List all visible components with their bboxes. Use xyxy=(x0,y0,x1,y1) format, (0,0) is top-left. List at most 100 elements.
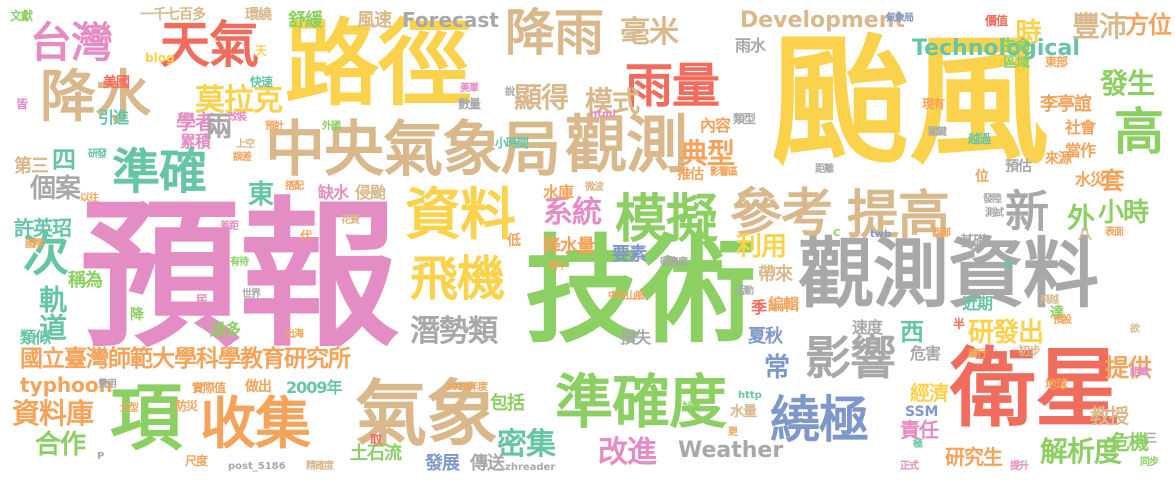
word-error: 誤差 xyxy=(233,152,252,163)
word-item: 項 xyxy=(110,376,182,460)
word-source: 來源 xyxy=(1045,151,1072,167)
word-society: 社會 xyxy=(1065,118,1096,137)
word-economy: 經濟 xyxy=(910,381,949,405)
word-professor: 教授 xyxy=(1090,404,1129,428)
word-zhreader: zhreader xyxy=(505,462,556,473)
word-world: 世界 xyxy=(242,289,261,300)
word-meteorology: 氣象 xyxy=(355,372,498,456)
word-html: html xyxy=(590,109,616,120)
word-fast: 快速 xyxy=(250,75,273,89)
word-landfall: 發陸 xyxy=(983,194,1002,205)
word-blog: blog xyxy=(145,51,175,65)
word-actual-value: 實際值 xyxy=(192,381,226,395)
word-ssm: SSM xyxy=(905,404,939,420)
word-cross: 越過 xyxy=(968,132,991,146)
word-two: 兩 xyxy=(205,110,233,143)
word-1700: 一千七百多 xyxy=(140,7,206,23)
word-recent: 近期 xyxy=(962,294,993,313)
word-rain-volume: 降水量 xyxy=(543,236,595,257)
word-speed: 速度 xyxy=(852,318,883,337)
word-outside: 外 xyxy=(1063,203,1096,231)
word-organization: 組織 xyxy=(1130,367,1149,378)
word-satellite: 衛星 xyxy=(950,339,1121,439)
word-observation-data: 觀測資料 xyxy=(798,229,1099,318)
word-third: 第三 xyxy=(14,156,49,177)
word-model: 模式 xyxy=(585,85,640,118)
word-accumulate: 累積 xyxy=(180,132,211,151)
word-enhance: 提升 xyxy=(1010,461,1029,472)
word-factor: 要素 xyxy=(612,244,647,265)
word-data: 資料 xyxy=(405,183,516,248)
word-predict: 預估 xyxy=(1005,159,1032,175)
word-small-time: 小時間 xyxy=(495,136,529,150)
word-cooperate: 合作 xyxy=(35,430,86,460)
word-more: 更 xyxy=(728,427,738,438)
word-cost: 花費 xyxy=(341,215,360,226)
word-low: 低 xyxy=(507,233,521,249)
word-cwb-short: 氣象局 xyxy=(886,13,914,24)
word-development: Development xyxy=(740,8,905,33)
word-crisis: 危機 xyxy=(1110,430,1149,454)
word-developed: 研發出 xyxy=(968,318,1044,348)
word-reservoir: 水庫 xyxy=(543,183,574,202)
word-rainwater: 雨水 xyxy=(735,36,766,55)
word-three: 三 xyxy=(1145,431,1157,445)
word-west-part: 西部 xyxy=(932,228,951,239)
word-responsibility: 責任 xyxy=(900,418,939,442)
word-desire: 欲 xyxy=(1130,324,1140,335)
word-aircraft: 飛機 xyxy=(410,251,505,307)
word-eight: 八 xyxy=(1078,227,1092,243)
word-path: 路徑 xyxy=(285,10,472,119)
word-improve: 提高 xyxy=(847,186,950,246)
word-continue: 續行 xyxy=(968,349,987,360)
word-collect: 收集 xyxy=(200,392,311,457)
word-development-zh: 發展 xyxy=(425,453,460,474)
word-typical: 典型 xyxy=(680,137,735,170)
word-quantity: 數量 xyxy=(458,97,481,111)
word-make: 作 xyxy=(1003,261,1013,272)
word-rd: 研發 xyxy=(88,149,107,160)
word-utilize: 利用 xyxy=(736,232,787,262)
word-technological: Technological xyxy=(912,36,1080,61)
word-precision: 精確度 xyxy=(306,461,334,472)
word-density: 密集度 xyxy=(660,257,688,268)
word-estimate: 推估 xyxy=(677,167,704,183)
word-abundant: 豐沛 xyxy=(1072,10,1127,43)
word-half: 半 xyxy=(953,317,965,331)
word-literature: 文獻 xyxy=(10,9,33,23)
word-case: 個案 xyxy=(30,174,81,204)
word-loss: 損失 xyxy=(620,328,651,347)
word-time: 時 xyxy=(1011,18,1041,44)
word-polar-orbit: 繞極 xyxy=(770,391,869,449)
word-post: post_5186 xyxy=(228,461,286,472)
word-pole: 極 xyxy=(913,439,923,450)
word-debris-flow: 土石流 xyxy=(350,443,402,464)
word-2010: 2010年度 xyxy=(445,382,488,393)
word-too-much: 過多 xyxy=(210,320,241,339)
word-resolution: 解析度 xyxy=(1040,435,1122,468)
word-existing: 現有 xyxy=(922,97,945,111)
word-distance: 距離 xyxy=(815,164,834,175)
word-typhoon: 颱風 xyxy=(770,21,1049,184)
word-activity: 活動 xyxy=(735,286,754,297)
word-invasion: 侵颱 xyxy=(355,183,386,202)
word-2009: 2009年 xyxy=(286,378,343,397)
word-descend: 降 xyxy=(130,307,144,323)
word-type: 類型 xyxy=(733,112,756,126)
word-summer-autumn: 夏秋 xyxy=(748,326,783,347)
word-central-mountain: 中央山脈 xyxy=(608,291,645,302)
word-taiwan: 台灣 xyxy=(30,18,113,67)
word-orbit: 軌道 xyxy=(35,285,68,341)
word-affected-area: 影響區 xyxy=(710,167,738,178)
word-new: 新 xyxy=(997,188,1048,232)
word-millimeter: 毫米 xyxy=(620,15,679,50)
word-season: 季 xyxy=(751,298,767,317)
word-hazard: 危害 xyxy=(910,344,941,363)
word-simulate: 模擬 xyxy=(615,190,718,250)
word-region: 區域 xyxy=(1003,55,1030,71)
word-provide: 提供 xyxy=(1105,354,1152,382)
word-say: 說 xyxy=(505,87,515,98)
word-formal: 正式 xyxy=(900,461,919,472)
word-regard: 當作 xyxy=(1065,141,1096,160)
